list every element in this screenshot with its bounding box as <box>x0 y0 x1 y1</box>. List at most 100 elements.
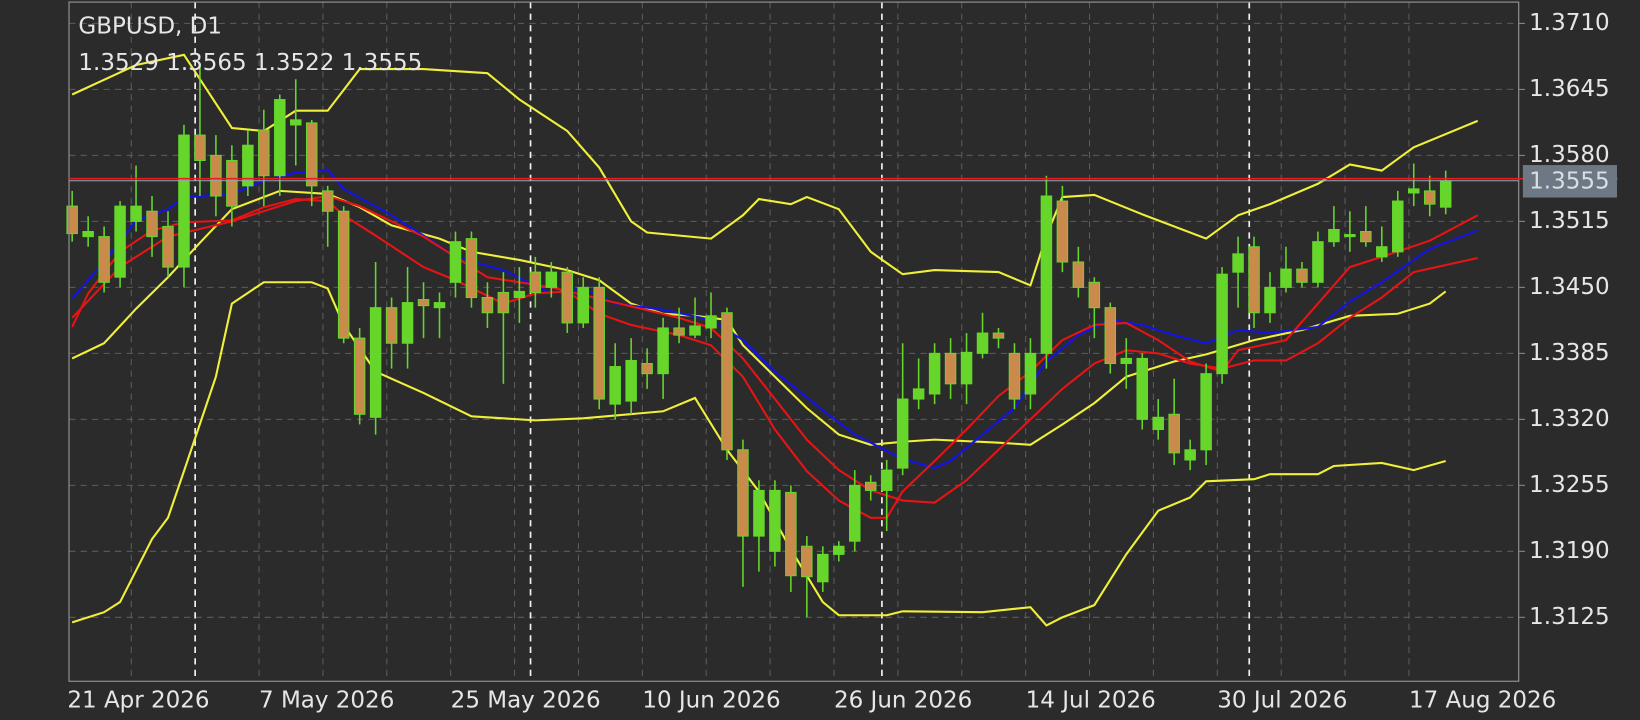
candle-body <box>769 489 781 552</box>
ohlc-low: 1.3522 <box>254 49 334 75</box>
candle-body <box>864 481 877 491</box>
candle-body <box>114 205 126 278</box>
y-tick-label: 1.3450 <box>1529 274 1609 300</box>
candle-body <box>353 337 366 415</box>
candle-body <box>992 332 1005 339</box>
candle-body <box>1200 373 1212 451</box>
candle-body <box>194 134 206 161</box>
candle-body <box>1439 180 1452 208</box>
y-tick-label: 1.3255 <box>1529 472 1609 498</box>
x-tick-label: 25 May 2026 <box>451 688 601 714</box>
candle-body <box>369 307 382 418</box>
candle-body <box>960 351 973 385</box>
candle-body <box>98 236 110 283</box>
price-label-box <box>1522 165 1617 198</box>
candle-body <box>1423 190 1436 205</box>
candle-body <box>497 291 510 314</box>
indicator-line <box>71 189 1447 446</box>
y-tick-label: 1.3580 <box>1529 142 1609 168</box>
candle-body <box>705 315 717 329</box>
candle-body <box>609 366 621 405</box>
candle-body <box>817 553 829 583</box>
candle-body <box>481 297 494 314</box>
candle-body <box>912 388 925 400</box>
candle-body <box>1344 234 1356 238</box>
candle-body <box>401 302 414 344</box>
price-label: 1.3555 <box>1529 168 1609 194</box>
candle-body <box>1248 246 1260 314</box>
candle-body <box>1264 286 1276 314</box>
candle-body <box>944 352 957 385</box>
candle-body <box>928 352 941 395</box>
candle-body <box>449 241 462 283</box>
y-tick-label: 1.3190 <box>1529 538 1609 564</box>
y-tick-label: 1.3710 <box>1529 10 1609 36</box>
symbol-title: GBPUSD, D1 <box>78 14 222 40</box>
candle-body <box>1184 449 1196 461</box>
y-tick-label: 1.3515 <box>1529 208 1609 234</box>
plot-frame <box>68 1 1520 682</box>
candle-body <box>1328 228 1340 243</box>
candle-body <box>258 129 270 177</box>
x-tick-label: 30 Jul 2026 <box>1217 688 1347 714</box>
candle-body <box>1040 195 1053 354</box>
candle-body <box>1072 261 1085 288</box>
candle-body <box>1392 200 1404 253</box>
y-tick-label: 1.3320 <box>1529 406 1609 432</box>
candle-body <box>305 122 318 187</box>
candle-body <box>1407 188 1420 194</box>
candle-body <box>849 484 861 542</box>
candle-body <box>529 271 542 293</box>
candle-body <box>385 307 398 344</box>
candle-body <box>1168 413 1180 454</box>
candle-body <box>82 231 94 238</box>
x-tick-label: 10 Jun 2026 <box>642 688 780 714</box>
candle-body <box>976 332 989 354</box>
candle-body <box>1280 268 1292 288</box>
candle-body <box>641 362 653 375</box>
candle-body <box>625 359 637 402</box>
y-tick-label: 1.3645 <box>1529 76 1609 102</box>
candle-body <box>433 302 446 309</box>
axes: 1.3710 1.3645 1.3580 1.3515 1.3450 1.3385 1.33… <box>67 10 1619 714</box>
candle-body <box>721 312 733 451</box>
candle-body <box>1056 200 1069 263</box>
candle-body <box>545 271 558 288</box>
candle-body <box>1360 231 1372 243</box>
x-tick-label: 17 Aug 2026 <box>1409 688 1556 714</box>
candle-body <box>577 286 589 324</box>
candle-body <box>1024 352 1037 395</box>
candle-body <box>210 154 222 197</box>
candle-body <box>146 210 158 238</box>
candle-body <box>1296 268 1308 283</box>
candle-body <box>1088 281 1101 309</box>
candle-body <box>737 449 749 537</box>
candle-body <box>130 205 142 222</box>
candle-body <box>657 327 669 375</box>
x-tick-label: 21 Apr 2026 <box>67 688 209 714</box>
x-tick-label: 26 Jun 2026 <box>834 688 972 714</box>
candle-body <box>593 286 605 400</box>
candle-body <box>673 327 685 336</box>
candle-body <box>226 159 238 207</box>
candle-body <box>417 299 430 307</box>
candle-body <box>290 119 302 126</box>
candle-body <box>1312 241 1324 283</box>
candle-body <box>880 469 893 491</box>
x-tick-label: 7 May 2026 <box>259 688 394 714</box>
candle-body <box>1104 307 1117 365</box>
candle-body <box>1216 273 1228 375</box>
y-tick-label: 1.3385 <box>1529 340 1609 366</box>
y-tick-label: 1.3125 <box>1529 604 1609 630</box>
candle-body <box>785 491 797 577</box>
candle-body <box>1152 416 1164 431</box>
candle-body <box>896 398 909 469</box>
candles <box>66 64 1452 618</box>
candle-body <box>178 134 190 268</box>
indicator-line <box>71 53 1479 287</box>
candle-body <box>66 205 78 235</box>
candle-body <box>274 99 286 177</box>
candle-body <box>321 190 334 212</box>
